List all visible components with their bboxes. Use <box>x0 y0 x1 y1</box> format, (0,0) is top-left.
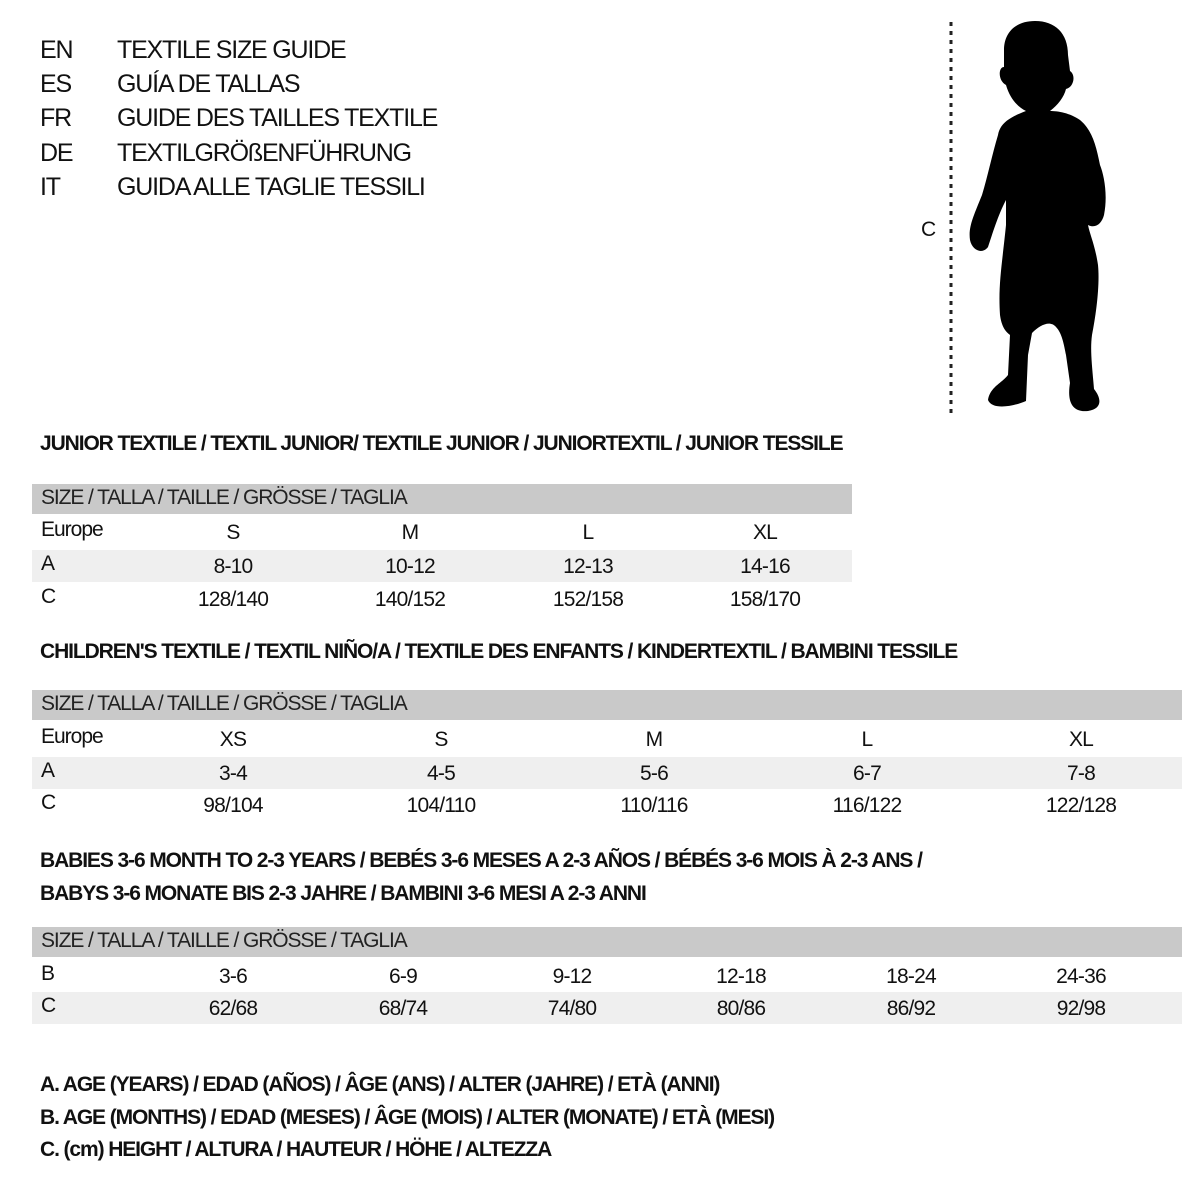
table-cell: 140/152 <box>374 588 446 611</box>
legend-b: B. AGE (MONTHS) / EDAD (MESES) / ÂGE (MO… <box>40 1106 775 1129</box>
section-title: CHILDREN'S TEXTILE / TEXTIL NIÑO/A / TEX… <box>40 640 958 663</box>
table-cell: 3-6 <box>219 965 248 988</box>
table-cell: L <box>582 521 595 544</box>
table-cell: M <box>401 521 419 544</box>
table-cell: 7-8 <box>1067 762 1096 785</box>
child-silhouette-icon <box>969 21 1106 412</box>
table-cell: 18-24 <box>886 965 937 988</box>
table-cell: M <box>645 728 663 751</box>
title-es: GUÍA DE TALLAS <box>117 70 301 98</box>
table-row: A 8-10 10-12 12-13 14-16 <box>32 550 852 582</box>
table-cell: 158/170 <box>729 588 801 611</box>
section-title: BABYS 3-6 MONATE BIS 2-3 JAHRE / BAMBINI… <box>40 882 647 905</box>
table-header-label: SIZE / TALLA / TAILLE / GRÖSSE / TAGLIA <box>41 929 408 952</box>
title-fr: GUIDE DES TAILLES TEXTILE <box>117 104 438 132</box>
row-label: C <box>41 585 56 608</box>
table-row: C 98/104 104/110 110/116 116/122 122/128 <box>32 789 1182 821</box>
row-label: C <box>41 791 56 814</box>
section-title: BABIES 3-6 MONTH TO 2-3 YEARS / BEBÉS 3-… <box>40 849 923 872</box>
table-cell: 74/80 <box>547 997 597 1020</box>
legend-c: C. (cm) HEIGHT / ALTURA / HAUTEUR / HÖHE… <box>40 1138 552 1161</box>
table-row: Europe XS S M L XL <box>32 723 1182 755</box>
table-row: C 128/140 140/152 152/158 158/170 <box>32 583 852 615</box>
table-cell: S <box>226 521 240 544</box>
table-cell: 4-5 <box>427 762 456 785</box>
section-title: JUNIOR TEXTILE / TEXTIL JUNIOR/ TEXTILE … <box>40 432 844 455</box>
table-cell: 86/92 <box>886 997 936 1020</box>
table-row: B 3-6 6-9 9-12 12-18 18-24 24-36 <box>32 960 1182 992</box>
child-silhouette-figure <box>949 21 1106 413</box>
title-en: TEXTILE SIZE GUIDE <box>117 36 347 64</box>
table-cell: 8-10 <box>213 555 254 578</box>
table-cell: L <box>861 728 874 751</box>
table-header-bar: SIZE / TALLA / TAILLE / GRÖSSE / TAGLIA <box>32 927 1182 957</box>
table-cell: 104/110 <box>406 794 477 817</box>
row-label: A <box>41 759 55 782</box>
table-header-label: SIZE / TALLA / TAILLE / GRÖSSE / TAGLIA <box>41 692 408 715</box>
title-it: GUIDA ALLE TAGLIE TESSILI <box>117 173 426 201</box>
table-cell: 116/122 <box>832 794 903 817</box>
table-cell: 122/128 <box>1045 794 1117 817</box>
row-label: C <box>41 994 56 1017</box>
table-cell: 10-12 <box>385 555 436 578</box>
lang-code-en: EN <box>40 36 74 64</box>
table-cell: 80/86 <box>716 997 766 1020</box>
table-cell: 68/74 <box>378 997 428 1020</box>
legend-a: A. AGE (YEARS) / EDAD (AÑOS) / ÂGE (ANS)… <box>40 1073 720 1096</box>
table-cell: 12-18 <box>716 965 767 988</box>
row-label: A <box>41 552 55 575</box>
row-label: Europe <box>41 725 104 748</box>
table-cell: XL <box>1068 728 1094 751</box>
table-cell: 5-6 <box>640 762 669 785</box>
table-cell: 110/116 <box>620 794 688 817</box>
table-cell: 98/104 <box>203 794 263 817</box>
height-measure-label: C <box>921 218 937 241</box>
table-cell: 24-36 <box>1056 965 1107 988</box>
lang-code-it: IT <box>40 173 61 201</box>
title-de: TEXTILGRÖßENFÜHRUNG <box>117 139 412 167</box>
table-cell: 6-9 <box>389 965 418 988</box>
lang-code-de: DE <box>40 139 74 167</box>
table-header-label: SIZE / TALLA / TAILLE / GRÖSSE / TAGLIA <box>41 486 408 509</box>
row-label: B <box>41 962 55 985</box>
row-label: Europe <box>41 518 104 541</box>
table-cell: 92/98 <box>1056 997 1106 1020</box>
table-cell: 12-13 <box>563 555 614 578</box>
lang-code-fr: FR <box>40 104 72 132</box>
table-row: A 3-4 4-5 5-6 6-7 7-8 <box>32 757 1182 789</box>
table-row: C 62/68 68/74 74/80 80/86 86/92 92/98 <box>32 992 1182 1024</box>
table-cell: 14-16 <box>740 555 791 578</box>
table-cell: 9-12 <box>552 965 593 988</box>
table-cell: 3-4 <box>219 762 248 785</box>
table-cell: XL <box>752 521 778 544</box>
table-cell: 62/68 <box>208 997 258 1020</box>
table-cell: 6-7 <box>853 762 882 785</box>
table-row: Europe S M L XL <box>32 516 852 548</box>
lang-code-es: ES <box>40 70 72 98</box>
table-cell: 152/158 <box>552 588 624 611</box>
table-header-bar: SIZE / TALLA / TAILLE / GRÖSSE / TAGLIA <box>32 484 852 514</box>
table-cell: 128/140 <box>197 588 269 611</box>
table-cell: XS <box>219 728 247 751</box>
table-header-bar: SIZE / TALLA / TAILLE / GRÖSSE / TAGLIA <box>32 690 1182 720</box>
table-cell: S <box>434 728 448 751</box>
